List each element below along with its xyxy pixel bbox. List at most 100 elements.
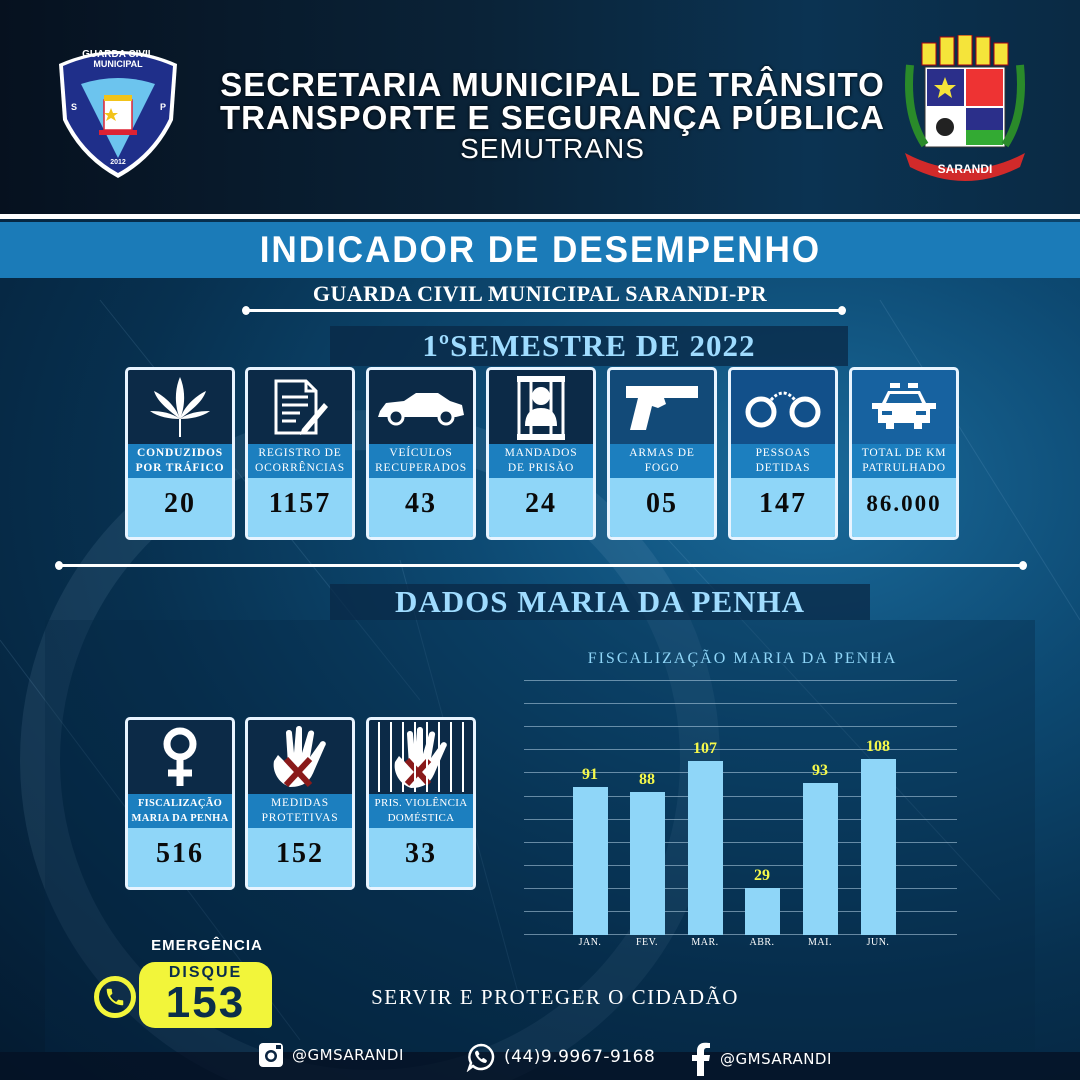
semester-title: 1ºSEMESTRE DE 2022 — [330, 326, 848, 366]
car-icon — [369, 370, 473, 444]
indicator-value: 147 — [731, 478, 835, 537]
whatsapp-icon — [466, 1043, 495, 1072]
disque-label: DISQUE — [168, 964, 243, 981]
mp-card-label: MEDIDAS PROTETIVAS — [248, 794, 352, 828]
svg-text:SARANDI: SARANDI — [938, 162, 993, 176]
gridline — [524, 749, 957, 751]
indicator-label: VEÍCULOS RECUPERADOS — [369, 444, 473, 478]
gridline — [524, 887, 957, 889]
indicator-value: 43 — [369, 478, 473, 537]
mp-card-medidas: MEDIDAS PROTETIVAS 152 — [245, 717, 355, 890]
gridline — [524, 841, 957, 843]
indicator-card-registro: REGISTRO DE OCORRÊNCIAS 1157 — [245, 367, 355, 540]
chart-bar — [573, 786, 608, 935]
bar-value-label: 93 — [812, 762, 828, 780]
bar-value-label: 29 — [754, 866, 770, 884]
indicator-card-conduzidos: CONDUZIDOS POR TRÁFICO 20 — [125, 367, 235, 540]
svg-text:GUARDA CIVIL: GUARDA CIVIL — [82, 49, 154, 60]
indicator-value: 86.000 — [852, 478, 956, 537]
indicator-card-armas: ARMAS DE FOGO 05 — [607, 367, 717, 540]
document-pen-icon — [248, 370, 352, 444]
police-car-icon — [852, 370, 956, 444]
x-axis-label: JAN. — [578, 937, 602, 948]
indicator-value: 24 — [489, 478, 593, 537]
subtitle-divider — [242, 306, 846, 315]
emergency-label: EMERGÊNCIA — [151, 937, 263, 954]
gridline — [524, 818, 957, 820]
header: GUARDA CIVIL MUNICIPAL S P 2012 SECRETAR… — [0, 0, 1080, 215]
bar-value-label: 107 — [693, 739, 717, 757]
gridline — [524, 934, 957, 936]
chart-bar — [630, 791, 665, 935]
indicator-card-km: TOTAL DE KM PATRULHADO 86.000 — [849, 367, 959, 540]
gridline — [524, 795, 957, 797]
chart-bar — [861, 758, 896, 935]
indicator-label: ARMAS DE FOGO — [610, 444, 714, 478]
facebook-icon — [692, 1042, 710, 1076]
indicator-card-pessoas: PESSOAS DETIDAS 147 — [728, 367, 838, 540]
instagram-link[interactable]: @GMSARANDI — [258, 1042, 404, 1068]
slogan: SERVIR E PROTEGER O CIDADÃO — [371, 985, 739, 1009]
header-divider — [0, 214, 1080, 219]
banner: INDICADOR DE DESEMPENHO — [0, 222, 1080, 278]
guarda-civil-badge-logo: GUARDA CIVIL MUNICIPAL S P 2012 — [59, 49, 177, 178]
x-axis-label: MAR. — [691, 937, 719, 948]
maria-da-penha-title: DADOS MARIA DA PENHA — [330, 584, 870, 620]
facebook-link[interactable]: @GMSARANDI — [690, 1042, 832, 1076]
header-title: SECRETARIA MUNICIPAL DE TRÂNSITO TRANSPO… — [195, 68, 910, 164]
whatsapp-link[interactable]: (44)9.9967-9168 — [466, 1042, 655, 1072]
chart-bar — [803, 783, 838, 935]
facebook-handle: @GMSARANDI — [720, 1050, 832, 1068]
cannabis-leaf-icon — [128, 370, 232, 444]
chart-bar — [745, 887, 780, 935]
indicator-value: 05 — [610, 478, 714, 537]
x-axis-label: ABR. — [749, 937, 775, 948]
hand-x-bars-icon — [369, 720, 473, 794]
phone-icon — [94, 976, 136, 1018]
female-symbol-icon — [128, 720, 232, 794]
gridline — [524, 772, 957, 774]
gridline — [524, 864, 957, 866]
indicator-label: PESSOAS DETIDAS — [731, 444, 835, 478]
handcuffs-icon — [731, 370, 835, 444]
gridline — [524, 911, 957, 912]
header-title-line1: SECRETARIA MUNICIPAL DE TRÂNSITO — [220, 66, 885, 103]
bar-value-label: 108 — [866, 737, 890, 755]
whatsapp-number: (44)9.9967-9168 — [504, 1047, 656, 1067]
emergency-number: 153 — [165, 978, 246, 1027]
mp-card-label: PRIS. VIOLÊNCIA DOMÉSTICA — [369, 794, 473, 828]
svg-text:2012: 2012 — [110, 159, 126, 166]
bar-chart: 91 88 107 29 93 108 — [524, 680, 957, 936]
indicator-value: 20 — [128, 478, 232, 537]
indicator-card-veiculos: VEÍCULOS RECUPERADOS 43 — [366, 367, 476, 540]
indicator-label: REGISTRO DE OCORRÊNCIAS — [248, 444, 352, 478]
gridline — [524, 726, 957, 728]
mp-card-value: 152 — [248, 828, 352, 887]
mp-card-fiscalizacao: FISCALIZAÇÃO MARIA DA PENHA 516 — [125, 717, 235, 890]
bar-value-label: 88 — [639, 770, 655, 788]
svg-text:P: P — [160, 102, 166, 112]
instagram-icon — [259, 1043, 283, 1067]
banner-title: INDICADOR DE DESEMPENHO — [259, 229, 821, 270]
indicator-label: TOTAL DE KM PATRULHADO — [852, 444, 956, 478]
section-divider — [55, 561, 1027, 570]
header-title-line2: TRANSPORTE E SEGURANÇA PÚBLICA — [220, 99, 885, 136]
instagram-handle: @GMSARANDI — [292, 1046, 404, 1064]
emergency-number-button[interactable]: DISQUE 153 — [139, 962, 272, 1028]
chart-title: FISCALIZAÇÃO MARIA DA PENHA — [587, 650, 898, 667]
svg-text:S: S — [71, 102, 77, 112]
mp-card-prisoes: PRIS. VIOLÊNCIA DOMÉSTICA 33 — [366, 717, 476, 890]
gridline — [524, 703, 957, 705]
prisoner-bars-icon — [489, 370, 593, 444]
pistol-icon — [610, 370, 714, 444]
subtitle: GUARDA CIVIL MUNICIPAL SARANDI-PR — [312, 281, 768, 306]
bar-value-label: 91 — [582, 765, 598, 783]
indicator-label: MANDADOS DE PRISÃO — [489, 444, 593, 478]
indicator-value: 1157 — [248, 478, 352, 537]
chart-bar — [688, 760, 723, 935]
gridline — [524, 680, 957, 681]
x-axis-label: JUN. — [866, 937, 890, 948]
x-axis-label: FEV. — [635, 937, 659, 948]
mp-card-value: 516 — [128, 828, 232, 887]
x-axis-label: MAI. — [808, 937, 832, 948]
